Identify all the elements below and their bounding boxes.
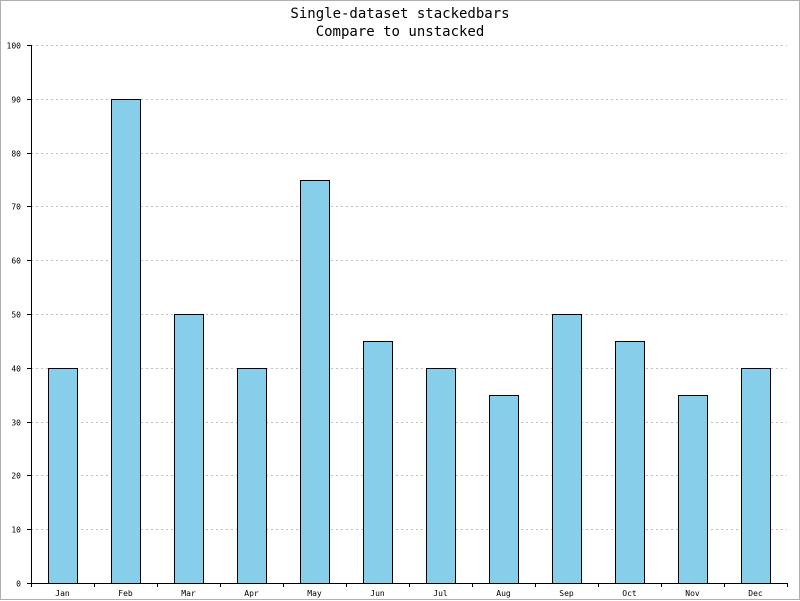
bar: [741, 368, 771, 584]
bar: [48, 368, 78, 584]
bar: [426, 368, 456, 584]
chart-subtitle: Compare to unstacked: [315, 24, 485, 40]
bar: [300, 180, 330, 584]
chart-title: Single-dataset stackedbars: [290, 6, 510, 22]
y-tick-label: 30: [11, 419, 21, 428]
x-tick-label: Jul: [433, 589, 448, 598]
chart-titles: Single-dataset stackedbars Compare to un…: [1, 5, 799, 41]
x-tick-label: Mar: [181, 589, 196, 598]
bar: [615, 341, 645, 584]
y-tick-label: 90: [11, 96, 21, 105]
x-tick-label: Jan: [55, 589, 70, 598]
bar: [363, 341, 393, 584]
bar: [489, 395, 519, 584]
bar: [237, 368, 267, 584]
x-tick-label: Apr: [244, 589, 259, 598]
x-tick-label: Sep: [559, 589, 574, 598]
x-tick-label: Feb: [118, 589, 133, 598]
y-tick-label: 40: [11, 365, 21, 374]
y-tick-label: 100: [7, 42, 22, 51]
bar: [552, 314, 582, 584]
x-tick-label: Aug: [496, 589, 511, 598]
y-tick-label: 20: [11, 472, 21, 481]
x-tick-label: May: [307, 589, 322, 598]
y-tick-label: 60: [11, 257, 21, 266]
bar: [111, 99, 141, 584]
bar: [174, 314, 204, 584]
x-tick-label: Nov: [685, 589, 700, 598]
y-tick-label: 80: [11, 150, 21, 159]
bar: [678, 395, 708, 584]
y-tick-label: 0: [16, 580, 21, 589]
y-tick-label: 50: [11, 311, 21, 320]
y-tick-label: 70: [11, 203, 21, 212]
x-tick-label: Jun: [370, 589, 385, 598]
x-tick-label: Dec: [748, 589, 763, 598]
x-tick-label: Oct: [622, 589, 637, 598]
y-tick-label: 10: [11, 526, 21, 535]
